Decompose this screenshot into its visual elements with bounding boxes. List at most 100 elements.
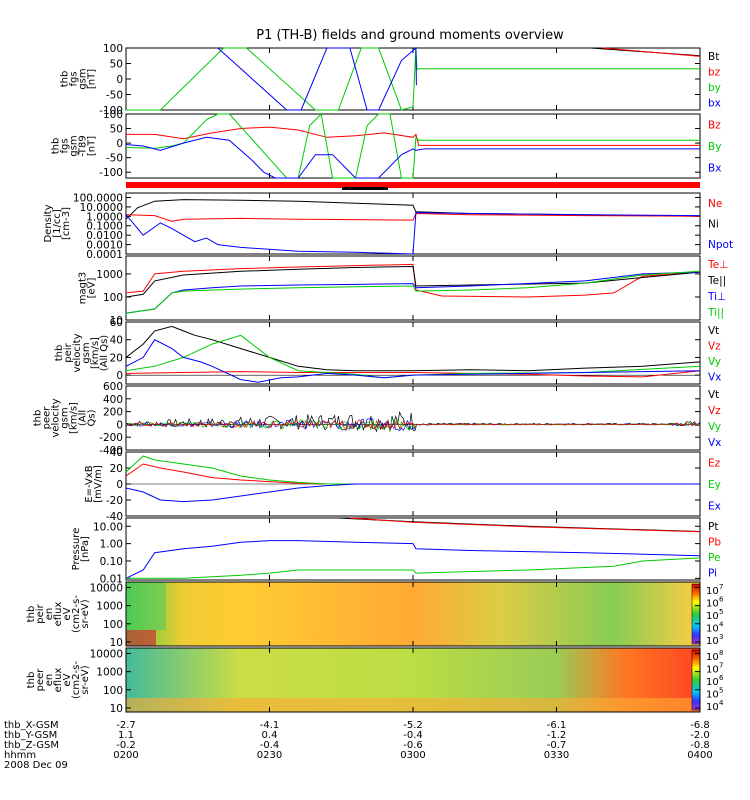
- colorbar-exponent: 6: [719, 596, 724, 604]
- y-tick-label: 10000: [90, 582, 123, 594]
- y-tick-label: -400: [99, 445, 123, 457]
- y-axis-label: [nT]: [86, 69, 97, 89]
- colorbar-exponent: 4: [719, 621, 724, 629]
- y-axis-label: sr-eV): [80, 599, 91, 628]
- x-tick-label: 0200: [113, 750, 138, 761]
- y-tick-label: 40: [110, 335, 123, 347]
- x-tick-label: -0.7: [547, 740, 567, 751]
- x-tick-label: -6.8: [690, 720, 710, 731]
- x-tick-label: -6.1: [547, 720, 567, 731]
- y-tick-label: 100.0000: [73, 192, 123, 204]
- legend-entry: Vt: [708, 325, 719, 337]
- legend-entry: Npot: [708, 239, 733, 251]
- y-tick-label: 0: [116, 74, 123, 86]
- y-axis-label: (All Qs): [99, 335, 110, 372]
- colorbar: [691, 649, 701, 711]
- y-axis-label: [mV/m]: [93, 465, 104, 503]
- series-line: [125, 212, 701, 222]
- legend-entry: Ti||: [707, 307, 724, 319]
- y-tick-label: 0: [116, 419, 123, 431]
- y-tick-label: -100: [99, 167, 123, 179]
- spectrogram-edge: [126, 582, 166, 630]
- y-axis-label: peir: [63, 342, 74, 362]
- y-tick-label: 200: [103, 407, 123, 419]
- y-tick-label: 100: [103, 43, 123, 55]
- colorbar-label: 10: [706, 636, 719, 647]
- y-axis-label: thb: [50, 138, 61, 155]
- y-axis-label: fgs: [68, 71, 79, 86]
- legend-entry: Vx: [708, 437, 721, 449]
- colorbar-label: 10: [706, 624, 719, 635]
- y-axis-label: sr-eV): [80, 665, 91, 694]
- y-axis-label: Qs): [86, 409, 97, 426]
- colorbar-label: 10: [706, 690, 719, 701]
- y-tick-label: 100: [103, 619, 123, 631]
- y-tick-label: 10.00: [93, 521, 123, 533]
- y-tick-label: 60: [110, 317, 123, 329]
- legend-entry: Pe: [708, 552, 720, 564]
- y-tick-label: 10000: [90, 648, 123, 660]
- legend-entry: By: [708, 141, 721, 153]
- y-tick-label: 100: [103, 685, 123, 697]
- y-axis-label: peir: [35, 603, 46, 623]
- panel-7: 40 20 0 -20 -40 E=-VxB[mV/m] Ez Ey Ex: [84, 447, 721, 523]
- y-axis-label: thb: [26, 606, 37, 623]
- legend-entry: Ex: [708, 500, 721, 512]
- y-tick-label: 1.00: [100, 539, 123, 551]
- y-axis-label: eflux: [53, 668, 64, 693]
- legend-entry: Te⊥: [707, 259, 728, 271]
- x-tick-label: 0300: [400, 750, 425, 761]
- y-tick-label: 0: [116, 370, 123, 382]
- series-noise: [125, 418, 701, 432]
- series-line: [217, 46, 417, 111]
- colorbar-label: 10: [706, 677, 719, 688]
- y-axis-label: thb: [26, 672, 37, 689]
- legend-entry: Vt: [708, 389, 719, 401]
- x-tick-label: 0400: [687, 750, 712, 761]
- x-axis-labels: thb_X-GSM -2.7 -4.1 -5.2 -6.1 -6.8 thb_Y-GSM 1.…: [4, 720, 713, 771]
- series-line: [126, 557, 701, 579]
- y-axis-label: eflux: [53, 602, 64, 627]
- y-axis-label: gsm: [59, 407, 70, 428]
- y-tick-label: -20: [106, 495, 123, 507]
- panel-frame: [125, 192, 701, 255]
- x-row-name: thb_Y-GSM: [4, 730, 57, 741]
- y-axis-label: [km/s]: [90, 337, 101, 369]
- y-tick-label: 0: [116, 479, 123, 491]
- series-line: [125, 334, 701, 379]
- y-tick-label: -100: [99, 105, 123, 117]
- x-row-name: thb_Z-GSM: [4, 740, 59, 751]
- legend-entry: Vy: [708, 421, 721, 433]
- y-axis-label: eV: [62, 673, 73, 686]
- x-tick-label: 0.4: [262, 730, 278, 741]
- series-line: [125, 112, 700, 179]
- y-axis-label: (cm2-s-: [71, 595, 82, 633]
- panel-8: 10.00 1.00 0.10 0.01 Pressure[nPa] Pt Pb Pe Pi: [71, 517, 721, 585]
- y-tick-label: 10: [110, 315, 123, 327]
- y-tick-label: 1000: [96, 269, 123, 281]
- series-line: [126, 126, 700, 146]
- x-tick-label: 1.1: [118, 730, 134, 741]
- y-axis-label: [cm-3]: [61, 207, 72, 240]
- y-tick-label: 0.0100: [86, 230, 123, 242]
- plot-title: P1 (TH-B) fields and ground moments over…: [256, 28, 564, 43]
- y-tick-label: 100: [103, 109, 123, 121]
- legend-entry: Vx: [708, 371, 721, 383]
- legend-entry: Bz: [708, 120, 721, 132]
- y-tick-label: 50: [110, 124, 123, 136]
- series-line: [125, 270, 701, 314]
- y-axis-label: [nT]: [86, 136, 97, 156]
- series-line: [125, 463, 700, 485]
- status-bar: [126, 182, 700, 188]
- y-tick-label: 0.0001: [86, 249, 123, 261]
- y-axis-label: en: [44, 674, 55, 687]
- x-date-label: 2008 Dec 09: [4, 760, 68, 771]
- panel-frame: [125, 113, 701, 179]
- spectrogram-lowband: [126, 630, 156, 646]
- x-tick-label: 0230: [257, 750, 282, 761]
- series-line: [125, 339, 701, 383]
- y-tick-label: 0.1000: [86, 221, 123, 233]
